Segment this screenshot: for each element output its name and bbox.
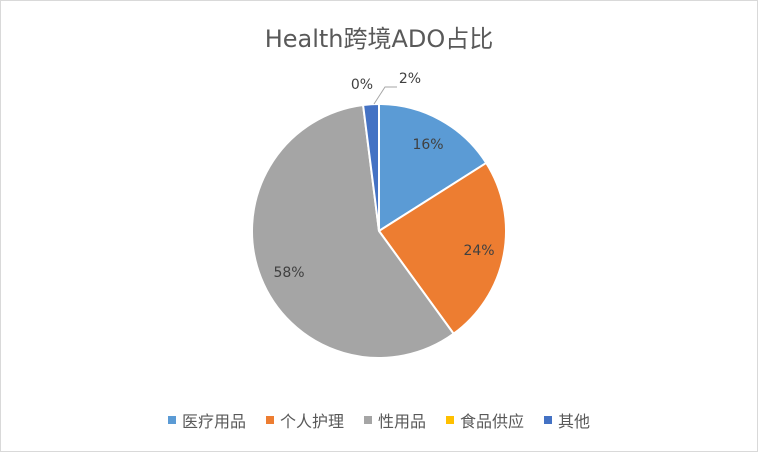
legend-swatch [363, 416, 372, 424]
legend-label: 其他 [558, 412, 591, 431]
pie-slice-0 [378, 102, 488, 233]
legend-item-0: 医疗用品 [167, 408, 246, 432]
legend-label: 个人护理 [279, 412, 344, 431]
legend-label: 医疗用品 [181, 412, 246, 431]
data-label-1: 24% [463, 243, 494, 259]
data-label-0: 16% [412, 137, 443, 153]
legend-swatch [446, 416, 454, 424]
legend-label: 食品供应 [460, 412, 525, 431]
label-leader-line [373, 86, 397, 105]
chart-title: Health跨境ADO占比 [264, 25, 494, 53]
legend-item-2: 性用品 [363, 408, 426, 432]
legend-label: 性用品 [377, 412, 426, 431]
data-label-3: 0% [351, 77, 373, 93]
pie-slice-2 [251, 103, 456, 359]
legend-item-1: 个人护理 [265, 408, 344, 432]
pie-slice-1 [377, 161, 507, 336]
pie-slice-4 [361, 102, 380, 232]
data-label-4: 2% [399, 71, 421, 87]
legend-swatch [544, 416, 553, 424]
chart-legend: 医疗用品 个人护理 性用品 食品供应 其他 [1, 408, 757, 432]
legend-swatch [265, 416, 274, 424]
legend-item-3: 食品供应 [446, 408, 524, 432]
legend-swatch [167, 416, 176, 424]
data-label-2: 58% [273, 265, 304, 281]
legend-item-4: 其他 [544, 408, 590, 432]
